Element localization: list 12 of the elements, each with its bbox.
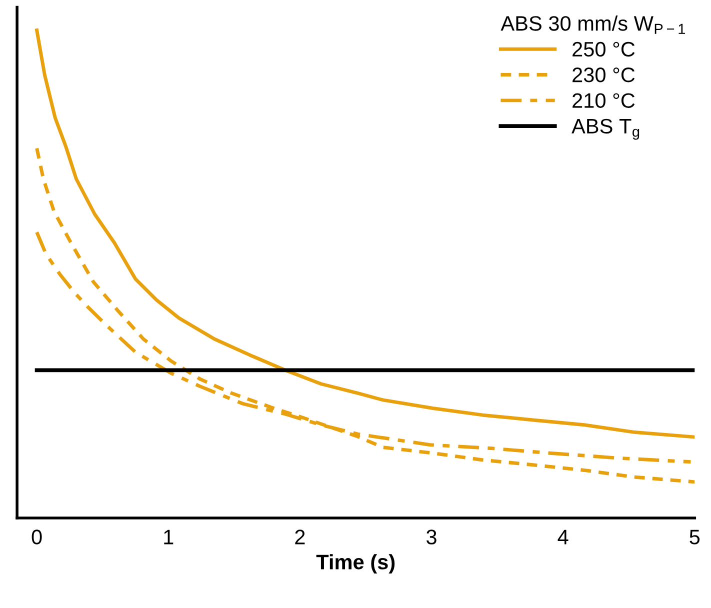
legend-label: 210 °C [572, 93, 635, 108]
x-tick-label: 5 [690, 530, 700, 544]
legend-label: ABS T$_{g}$ [572, 118, 640, 140]
x-tick-label: 4 [558, 530, 568, 544]
x-tick-label: 3 [426, 530, 436, 544]
legend-label: 230 °C [572, 68, 635, 82]
x-axis-title: Time (s) [316, 554, 395, 574]
x-tick-label: 2 [295, 530, 305, 544]
x-tick-label: 0 [32, 530, 42, 544]
legend-label: 250 °C [572, 42, 635, 57]
legend-title: ABS 30 mm/s W$_{P−1}$ [500, 16, 686, 34]
x-tick-label: 1 [164, 530, 174, 544]
